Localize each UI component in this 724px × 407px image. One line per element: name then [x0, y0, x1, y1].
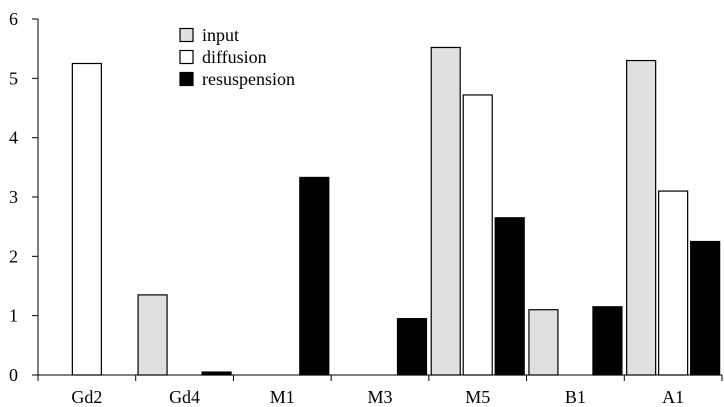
x-tick-label: M5: [465, 387, 490, 407]
x-tick-label: Gd4: [169, 387, 200, 407]
legend-label-diffusion: diffusion: [202, 47, 267, 67]
bar-diffusion: [71, 62, 102, 376]
legend-swatch-diffusion: [179, 49, 194, 65]
y-tick-label: 0: [9, 365, 18, 385]
axes: 0 1 2 3 4 5 6 Gd2 Gd4 M1 M3 M5 B1 A1: [9, 9, 723, 407]
bar-diffusion: [658, 190, 689, 376]
legend-label-resuspension: resuspension: [202, 69, 295, 89]
y-tick-label: 6: [9, 9, 18, 29]
bar-resuspension: [494, 217, 525, 376]
legend-swatch-input: [179, 27, 194, 43]
y-tick-label: 2: [9, 246, 18, 266]
bar-resuspension: [690, 240, 721, 376]
bar-input: [626, 59, 657, 376]
bar-input: [430, 46, 461, 376]
x-tick-label: A1: [662, 387, 684, 407]
x-tick-label: Gd2: [71, 387, 102, 407]
bar-resuspension: [201, 371, 232, 376]
bar-resuspension: [299, 176, 330, 376]
legend-label-input: input: [202, 25, 239, 45]
bars: [71, 46, 721, 376]
bar-resuspension: [396, 318, 428, 376]
bar-input: [137, 294, 168, 376]
y-tick-label: 4: [9, 128, 18, 148]
y-tick-label: 1: [9, 306, 18, 326]
y-tick-label: 3: [9, 187, 18, 207]
x-tick-label: M1: [270, 387, 295, 407]
x-tick-label: M3: [367, 387, 392, 407]
bar-diffusion: [462, 94, 493, 376]
x-tick-label: B1: [565, 387, 586, 407]
bar-resuspension: [592, 306, 623, 376]
bar-input: [528, 309, 559, 376]
y-tick-label: 5: [9, 68, 18, 88]
legend-swatch-resuspension: [179, 71, 194, 87]
